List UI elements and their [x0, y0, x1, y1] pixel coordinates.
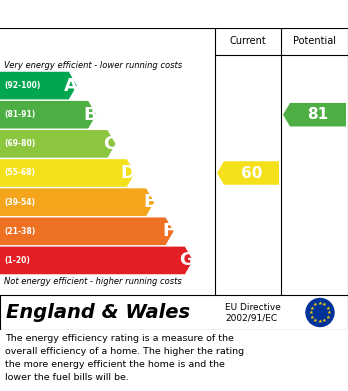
Text: ★: ★: [322, 318, 327, 323]
Text: Not energy efficient - higher running costs: Not energy efficient - higher running co…: [4, 276, 182, 285]
Polygon shape: [0, 101, 96, 129]
Text: E: E: [143, 193, 155, 211]
Text: 60: 60: [241, 165, 262, 181]
Polygon shape: [0, 247, 193, 274]
Text: ★: ★: [327, 310, 331, 315]
Text: ★: ★: [313, 318, 318, 323]
Text: Current: Current: [230, 36, 266, 47]
Text: F: F: [162, 222, 175, 240]
Text: (92-100): (92-100): [4, 81, 40, 90]
Text: A: A: [64, 77, 78, 95]
Text: D: D: [121, 164, 136, 182]
Circle shape: [306, 298, 334, 326]
Text: Potential: Potential: [293, 36, 336, 47]
Text: ★: ★: [322, 302, 327, 307]
Text: C: C: [103, 135, 117, 153]
Polygon shape: [217, 161, 279, 185]
Text: B: B: [84, 106, 97, 124]
Text: ★: ★: [325, 305, 330, 310]
Text: ★: ★: [309, 310, 314, 315]
Text: (21-38): (21-38): [4, 227, 35, 236]
Polygon shape: [0, 130, 116, 158]
Text: G: G: [179, 251, 194, 269]
Text: Very energy efficient - lower running costs: Very energy efficient - lower running co…: [4, 61, 182, 70]
Polygon shape: [0, 72, 77, 99]
Polygon shape: [283, 103, 346, 126]
Polygon shape: [0, 217, 174, 245]
Text: ★: ★: [310, 305, 315, 310]
Text: ★: ★: [318, 301, 322, 306]
Text: ★: ★: [310, 314, 315, 319]
Polygon shape: [0, 188, 154, 216]
Polygon shape: [0, 159, 135, 187]
Text: ★: ★: [313, 302, 318, 307]
Text: The energy efficiency rating is a measure of the
overall efficiency of a home. T: The energy efficiency rating is a measur…: [5, 334, 244, 382]
Text: (39-54): (39-54): [4, 197, 35, 206]
Text: (55-68): (55-68): [4, 169, 35, 178]
Text: EU Directive
2002/91/EC: EU Directive 2002/91/EC: [225, 303, 281, 322]
Text: ★: ★: [318, 319, 322, 324]
Text: ★: ★: [325, 314, 330, 319]
Text: Energy Efficiency Rating: Energy Efficiency Rating: [10, 7, 231, 22]
Text: 81: 81: [307, 107, 329, 122]
Text: (1-20): (1-20): [4, 256, 30, 265]
Text: (81-91): (81-91): [4, 110, 35, 119]
Text: England & Wales: England & Wales: [6, 303, 190, 322]
Text: (69-80): (69-80): [4, 139, 35, 148]
